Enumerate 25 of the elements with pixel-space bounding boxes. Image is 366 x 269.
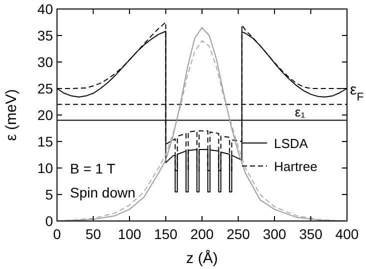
x-axis-title: z (Å) <box>186 249 218 267</box>
x-tick-label: 250 <box>226 226 250 242</box>
legend-label: Hartree <box>274 159 318 174</box>
ref-line-label: ε₁ <box>294 104 306 120</box>
y-tick-label: 40 <box>37 1 54 17</box>
y-tick-label: 10 <box>37 160 54 176</box>
x-tick-label: 400 <box>335 226 359 242</box>
annotation: Spin down <box>70 184 136 200</box>
x-tick-label: 300 <box>262 226 286 242</box>
y-tick-label: 15 <box>37 134 54 150</box>
legend-label: LSDA <box>274 136 308 151</box>
y-tick-label: 35 <box>37 28 54 44</box>
annotation: ε$_{F}$ <box>350 82 364 104</box>
y-tick-label: 25 <box>37 80 54 96</box>
x-tick-label: 100 <box>118 226 142 242</box>
y-tick-label: 0 <box>45 213 54 229</box>
x-tick-label: 350 <box>299 226 323 242</box>
x-tick-label: 200 <box>190 226 214 242</box>
annotation: B = 1 T <box>70 160 116 176</box>
x-tick-label: 50 <box>85 226 102 242</box>
y-tick-label: 20 <box>37 107 54 123</box>
x-tick-label: 150 <box>154 226 178 242</box>
y-tick-label: 30 <box>37 54 54 70</box>
y-tick-label: 5 <box>45 186 54 202</box>
y-axis-title: ε (meV) <box>3 89 20 141</box>
